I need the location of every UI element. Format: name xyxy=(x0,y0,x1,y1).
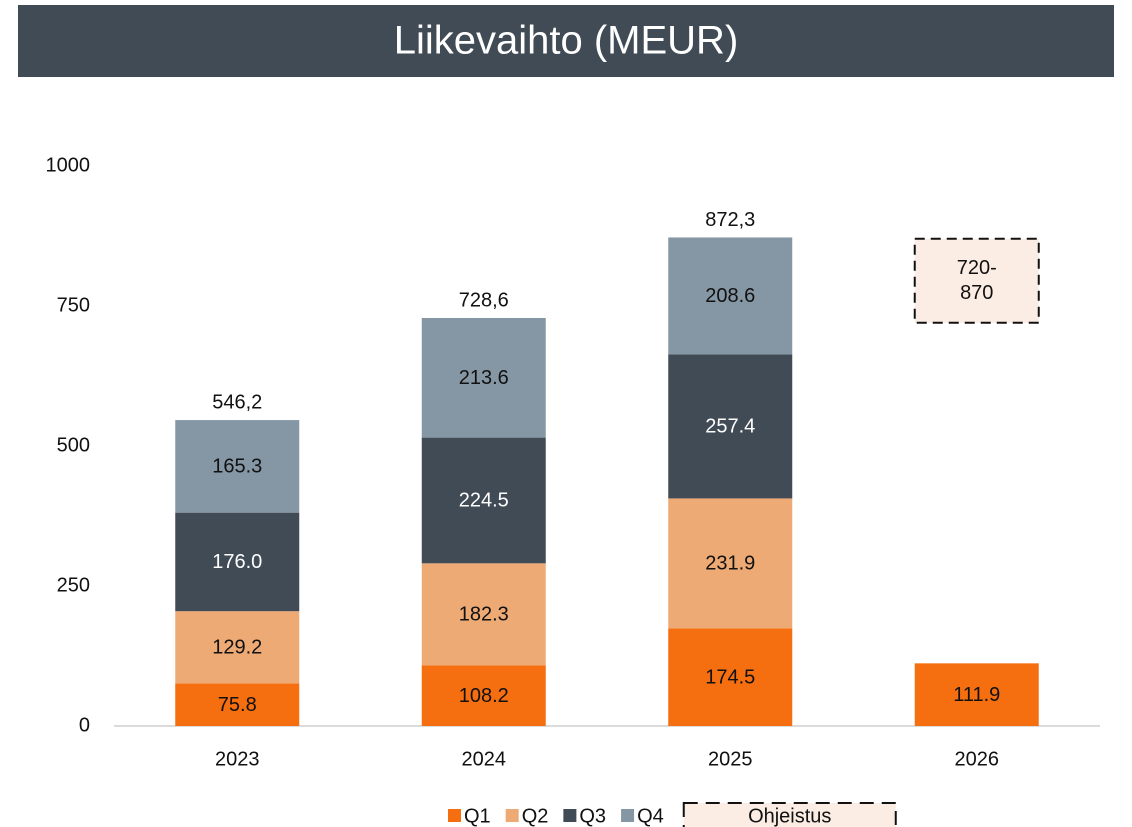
bar-segment xyxy=(175,512,300,612)
y-tick-label: 750 xyxy=(57,294,90,316)
legend-swatch xyxy=(448,809,461,822)
legend-swatch xyxy=(505,809,519,822)
legend-guidance-box xyxy=(682,802,897,827)
legend-label: Q2 xyxy=(522,805,549,827)
bar-segment xyxy=(175,420,300,513)
data-label: 213.6 xyxy=(459,367,509,389)
total-label: 728,6 xyxy=(459,289,509,311)
bar-segment xyxy=(421,437,546,564)
data-label: 208.6 xyxy=(705,285,755,307)
legend-swatch xyxy=(621,809,635,822)
guidance-label: 870 xyxy=(960,282,993,304)
chart-title: Liikevaihto (MEUR) xyxy=(394,19,739,63)
data-label: 165.3 xyxy=(212,456,262,478)
guidance-box xyxy=(913,237,1040,324)
bar-segment xyxy=(421,563,546,666)
data-label: 111.9 xyxy=(953,684,1000,706)
data-label: 174.5 xyxy=(705,666,755,688)
bar-segment xyxy=(175,611,300,684)
x-tick-label: 2026 xyxy=(955,748,1000,770)
x-tick-label: 2024 xyxy=(462,748,507,770)
legend-label: Q3 xyxy=(579,805,606,827)
title-banner xyxy=(18,5,1114,77)
data-label: 257.4 xyxy=(705,416,755,438)
y-tick-label: 500 xyxy=(57,434,90,456)
total-label: 546,2 xyxy=(212,391,262,413)
legend-swatch xyxy=(563,809,577,822)
x-tick-label: 2025 xyxy=(708,748,753,770)
bar-segment xyxy=(668,628,793,726)
x-tick-label: 2023 xyxy=(215,748,260,770)
y-tick-label: 1000 xyxy=(46,154,91,176)
data-label: 75.8 xyxy=(218,694,257,716)
legend-label: Q4 xyxy=(637,805,664,827)
y-tick-label: 0 xyxy=(79,714,90,736)
total-label: 872,3 xyxy=(705,209,755,231)
legend-label: Ohjeistus xyxy=(748,805,831,827)
bar-segment xyxy=(421,317,546,438)
legend-label: Q1 xyxy=(464,805,491,827)
data-label: 129.2 xyxy=(212,637,262,659)
bar-segment xyxy=(175,683,300,726)
y-tick-label: 250 xyxy=(57,574,90,596)
data-label: 176.0 xyxy=(212,551,262,573)
bar-segment xyxy=(914,663,1039,726)
guidance-label: 720- xyxy=(957,257,997,279)
bar-segment xyxy=(668,498,793,629)
bar-segment xyxy=(668,237,793,355)
data-label: 224.5 xyxy=(459,490,509,512)
bar-segment xyxy=(421,665,546,726)
bar-segment xyxy=(668,354,793,499)
data-label: 182.3 xyxy=(459,604,509,626)
data-label: 231.9 xyxy=(705,553,755,575)
data-label: 108.2 xyxy=(459,685,509,707)
